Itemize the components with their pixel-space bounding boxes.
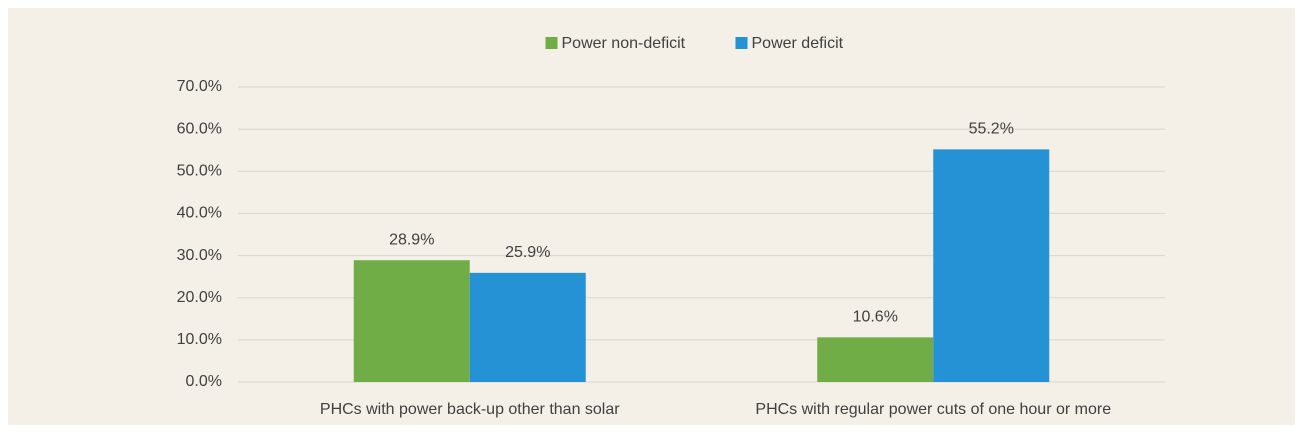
y-tick-label: 0.0% — [186, 373, 222, 390]
chart-background — [8, 8, 1295, 425]
y-tick-label: 60.0% — [177, 120, 222, 137]
bar — [933, 149, 1050, 382]
bar — [817, 337, 934, 382]
x-tick-label: PHCs with power back-up other than solar — [320, 401, 620, 418]
bar — [469, 272, 586, 382]
y-tick-label: 10.0% — [177, 331, 222, 348]
x-tick-label: PHCs with regular power cuts of one hour… — [755, 401, 1111, 418]
data-label: 10.6% — [853, 309, 898, 326]
y-tick-label: 30.0% — [177, 247, 222, 264]
legend-label: Power non-deficit — [562, 35, 686, 52]
legend-label: Power deficit — [752, 35, 844, 52]
legend-swatch — [545, 37, 558, 49]
data-label: 25.9% — [505, 244, 550, 261]
y-tick-label: 50.0% — [177, 163, 222, 180]
bar — [353, 260, 470, 382]
data-label: 55.2% — [969, 121, 1014, 138]
y-tick-label: 20.0% — [177, 289, 222, 306]
data-label: 28.9% — [389, 231, 434, 248]
y-tick-label: 70.0% — [177, 78, 222, 95]
y-tick-label: 40.0% — [177, 205, 222, 222]
legend-swatch — [735, 37, 748, 49]
